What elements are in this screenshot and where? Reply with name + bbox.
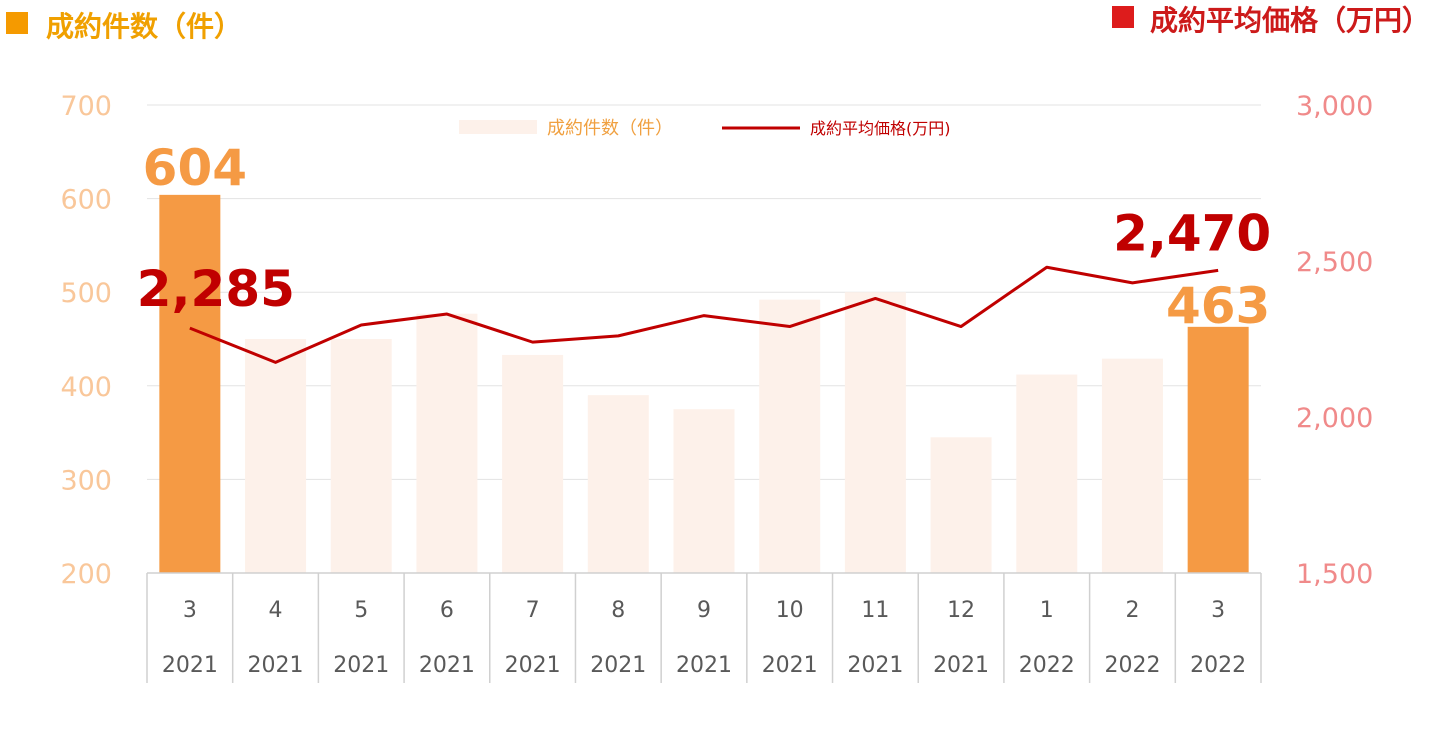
right-title-marker — [1112, 6, 1134, 28]
right-axis-title: 成約平均価格（万円） — [1150, 4, 1430, 37]
bar — [159, 194, 221, 573]
bar — [502, 354, 564, 573]
line-path — [189, 265, 1219, 364]
legend-bar-label: 成約件数（件） — [547, 118, 673, 139]
bar — [587, 395, 649, 573]
left-axis-ticks: 700 600 500 400 300 200 — [60, 91, 112, 590]
legend-bar-swatch — [459, 120, 537, 134]
category-year: 2021 — [762, 653, 818, 678]
bar — [416, 313, 478, 573]
right-tick-label: 2,500 — [1296, 247, 1373, 278]
left-tick-label: 200 — [60, 559, 112, 590]
category-month: 12 — [947, 598, 975, 623]
category-year: 2021 — [419, 653, 475, 678]
bar — [245, 339, 307, 573]
category-year: 2021 — [333, 653, 389, 678]
category-month: 9 — [697, 598, 711, 623]
right-tick-label: 1,500 — [1296, 559, 1373, 590]
category-month: 1 — [1040, 598, 1054, 623]
left-tick-label: 400 — [60, 372, 112, 403]
category-year: 2022 — [1190, 653, 1246, 678]
bar — [1187, 326, 1249, 573]
legend: 成約件数（件） 成約平均価格(万円) — [459, 118, 951, 139]
category-year: 2021 — [505, 653, 561, 678]
category-month: 11 — [861, 598, 889, 623]
right-axis-ticks: 3,000 2,500 2,000 1,500 — [1296, 91, 1373, 590]
callout-first-bar: 604 — [143, 139, 247, 197]
bar — [1101, 358, 1163, 573]
category-month: 6 — [440, 598, 454, 623]
left-tick-label: 600 — [60, 185, 112, 216]
bar — [844, 292, 906, 573]
bar — [759, 299, 821, 573]
left-tick-label: 700 — [60, 91, 112, 122]
category-axis: 3 2021 4 2021 5 2021 6 2021 7 2021 8 2021 9 2021 10 202… — [146, 572, 1262, 683]
right-tick-label: 3,000 — [1296, 91, 1373, 122]
callout-first-line: 2,285 — [137, 260, 295, 318]
category-month: 7 — [526, 598, 540, 623]
category-month: 4 — [269, 598, 283, 623]
left-axis-title: 成約件数（件） — [46, 10, 242, 43]
left-tick-label: 300 — [60, 465, 112, 496]
bar-series — [159, 194, 1249, 573]
category-year: 2022 — [1104, 653, 1160, 678]
category-month: 3 — [183, 598, 197, 623]
category-month: 3 — [1211, 598, 1225, 623]
left-title-marker — [6, 12, 28, 34]
callout-last-line: 2,470 — [1113, 204, 1271, 262]
legend-line-label: 成約平均価格(万円) — [810, 119, 951, 138]
bar — [1016, 374, 1078, 573]
category-year: 2021 — [162, 653, 218, 678]
category-month: 2 — [1125, 598, 1139, 623]
category-year: 2021 — [676, 653, 732, 678]
category-year: 2021 — [248, 653, 304, 678]
bar — [330, 339, 392, 573]
category-year: 2021 — [590, 653, 646, 678]
category-year: 2021 — [933, 653, 989, 678]
category-year: 2022 — [1019, 653, 1075, 678]
chart-header: 成約件数（件） 成約平均価格（万円） — [6, 4, 1430, 43]
bar — [930, 437, 992, 573]
category-month: 5 — [354, 598, 368, 623]
line-series — [189, 265, 1219, 364]
callouts: 604 463 2,285 2,470 — [137, 139, 1271, 335]
right-tick-label: 2,000 — [1296, 403, 1373, 434]
category-month: 10 — [776, 598, 804, 623]
callout-last-bar: 463 — [1166, 277, 1270, 335]
category-year: 2021 — [847, 653, 903, 678]
bar — [673, 409, 735, 573]
category-month: 8 — [611, 598, 625, 623]
left-tick-label: 500 — [60, 278, 112, 309]
